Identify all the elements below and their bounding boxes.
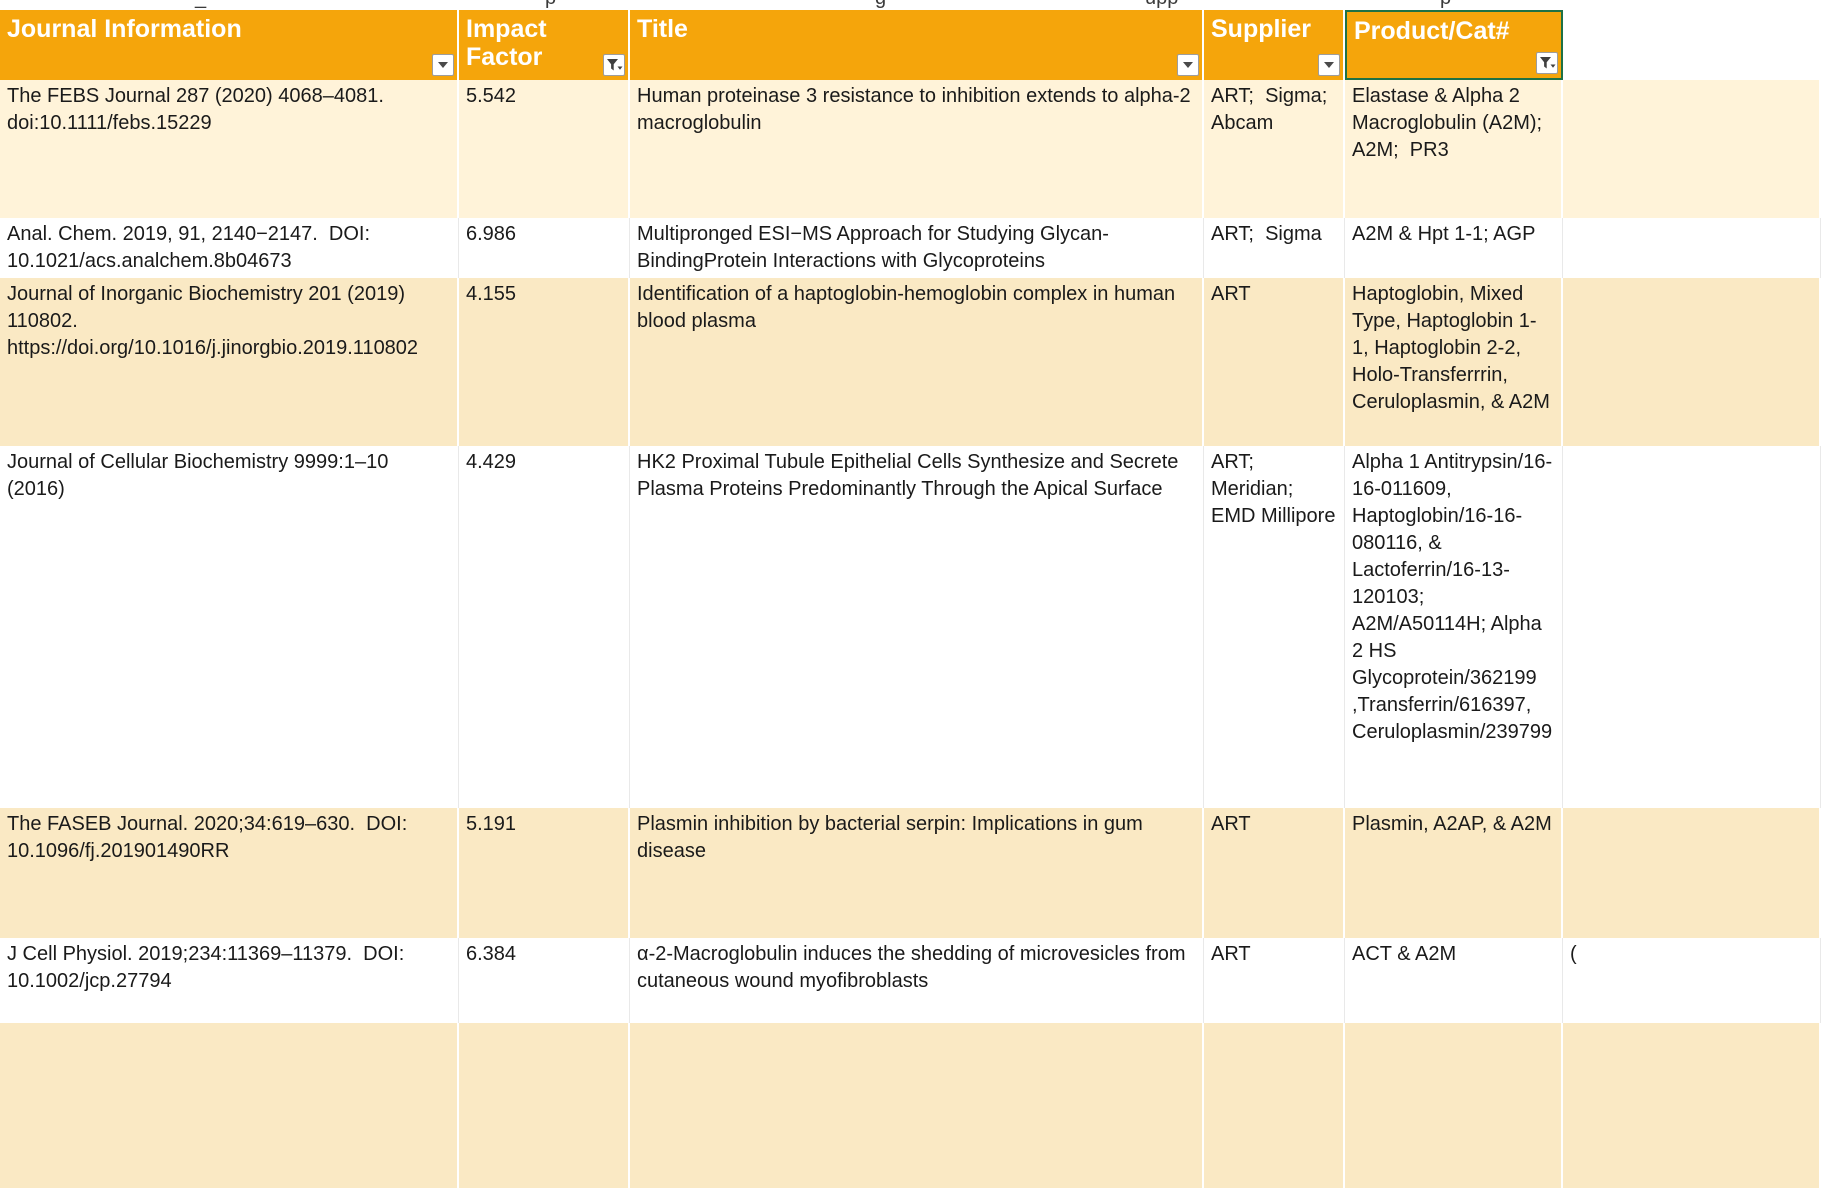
cell-impact-factor[interactable]: 5.542: [459, 80, 630, 218]
filter-funnel-icon: [1539, 57, 1555, 69]
cell-journal[interactable]: The FEBS Journal 287 (2020) 4068–4081. d…: [0, 80, 459, 218]
cell-extra[interactable]: [1563, 1023, 1821, 1188]
column-header-label: Product/Cat#: [1354, 17, 1510, 45]
column-header-label: Journal Information: [7, 15, 242, 43]
cell-journal[interactable]: Journal of Inorganic Biochemistry 201 (2…: [0, 278, 459, 446]
cell-supplier[interactable]: ART; Sigma; Abcam: [1204, 80, 1345, 218]
cell-product[interactable]: Plasmin, A2AP, & A2M: [1345, 808, 1563, 938]
cell-title[interactable]: Multipronged ESI−MS Approach for Studyin…: [630, 218, 1204, 278]
clipped-text-fragment: p: [545, 0, 556, 10]
table-row-partial: [0, 1023, 1821, 1188]
cell-supplier[interactable]: ART: [1204, 278, 1345, 446]
clipped-text-fragment: upp: [1145, 0, 1178, 10]
table-row: Journal of Inorganic Biochemistry 201 (2…: [0, 278, 1821, 446]
cell-journal[interactable]: J Cell Physiol. 2019;234:11369–11379. DO…: [0, 938, 459, 1023]
cell-title[interactable]: [630, 1023, 1204, 1188]
cell-impact-factor[interactable]: 4.155: [459, 278, 630, 446]
cell-title[interactable]: Human proteinase 3 resistance to inhibit…: [630, 80, 1204, 218]
cell-supplier[interactable]: ART: [1204, 808, 1345, 938]
column-header-label: Title: [637, 15, 688, 43]
cell-title[interactable]: Identification of a haptoglobin-hemoglob…: [630, 278, 1204, 446]
cell-supplier[interactable]: ART: [1204, 938, 1345, 1023]
cell-product[interactable]: A2M & Hpt 1-1; AGP: [1345, 218, 1563, 278]
cell-supplier[interactable]: ART; Sigma: [1204, 218, 1345, 278]
chevron-down-icon: [1324, 62, 1334, 68]
impact-factor-filter-applied-button[interactable]: [603, 54, 625, 76]
cell-title[interactable]: Plasmin inhibition by bacterial serpin: …: [630, 808, 1204, 938]
cell-journal[interactable]: Anal. Chem. 2019, 91, 2140−2147. DOI: 10…: [0, 218, 459, 278]
cell-extra[interactable]: [1563, 278, 1821, 446]
table-row: Anal. Chem. 2019, 91, 2140−2147. DOI: 10…: [0, 218, 1821, 278]
column-header-title[interactable]: Title: [630, 10, 1204, 80]
cell-impact-factor[interactable]: 5.191: [459, 808, 630, 938]
cell-supplier[interactable]: [1204, 1023, 1345, 1188]
cell-impact-factor[interactable]: 6.384: [459, 938, 630, 1023]
cell-product[interactable]: Alpha 1 Antitrypsin/16-16-011609, Haptog…: [1345, 446, 1563, 808]
cell-journal[interactable]: Journal of Cellular Biochemistry 9999:1–…: [0, 446, 459, 808]
chevron-down-icon: [438, 62, 448, 68]
cell-product[interactable]: [1345, 1023, 1563, 1188]
cell-impact-factor[interactable]: 4.429: [459, 446, 630, 808]
column-header-empty[interactable]: [1563, 10, 1821, 80]
table-row: The FEBS Journal 287 (2020) 4068–4081. d…: [0, 80, 1821, 218]
cell-journal[interactable]: [0, 1023, 459, 1188]
cell-extra[interactable]: [1563, 808, 1821, 938]
cell-supplier[interactable]: ART; Meridian; EMD Millipore: [1204, 446, 1345, 808]
clipped-text-fragment: p: [1440, 0, 1451, 10]
cell-title[interactable]: HK2 Proximal Tubule Epithelial Cells Syn…: [630, 446, 1204, 808]
chevron-down-icon: [1183, 62, 1193, 68]
cell-product[interactable]: Haptoglobin, Mixed Type, Haptoglobin 1-1…: [1345, 278, 1563, 446]
column-header-impact-factor[interactable]: Impact Factor: [459, 10, 630, 80]
publications-table: Journal Information Impact Factor: [0, 10, 1821, 1188]
clipped-row-above: _ p g upp p: [0, 0, 1821, 10]
table-header-row: Journal Information Impact Factor: [0, 10, 1821, 80]
cell-impact-factor[interactable]: [459, 1023, 630, 1188]
cell-extra[interactable]: [1563, 446, 1821, 808]
column-header-label: Impact Factor: [466, 15, 547, 71]
cell-journal[interactable]: The FASEB Journal. 2020;34:619–630. DOI:…: [0, 808, 459, 938]
journal-information-filter-dropdown-button[interactable]: [432, 54, 454, 76]
cell-extra[interactable]: [1563, 80, 1821, 218]
title-filter-dropdown-button[interactable]: [1177, 54, 1199, 76]
table-row: Journal of Cellular Biochemistry 9999:1–…: [0, 446, 1821, 808]
cell-title[interactable]: α-2-Macroglobulin induces the shedding o…: [630, 938, 1204, 1023]
column-header-journal-information[interactable]: Journal Information: [0, 10, 459, 80]
supplier-filter-dropdown-button[interactable]: [1318, 54, 1340, 76]
cell-product[interactable]: Elastase & Alpha 2 Macroglobulin (A2M); …: [1345, 80, 1563, 218]
cell-product[interactable]: ACT & A2M: [1345, 938, 1563, 1023]
product-cat-filter-applied-button[interactable]: [1536, 52, 1558, 74]
column-header-supplier[interactable]: Supplier: [1204, 10, 1345, 80]
table-row: J Cell Physiol. 2019;234:11369–11379. DO…: [0, 938, 1821, 1023]
filter-funnel-icon: [606, 59, 622, 71]
column-header-label: Supplier: [1211, 15, 1312, 43]
clipped-text-fragment: g: [875, 0, 886, 10]
cell-extra[interactable]: (: [1563, 938, 1821, 1023]
cell-extra[interactable]: [1563, 218, 1821, 278]
table-row: The FASEB Journal. 2020;34:619–630. DOI:…: [0, 808, 1821, 938]
column-header-product-cat[interactable]: Product/Cat#: [1345, 10, 1563, 80]
cell-impact-factor[interactable]: 6.986: [459, 218, 630, 278]
clipped-text-fragment: _: [195, 0, 206, 10]
